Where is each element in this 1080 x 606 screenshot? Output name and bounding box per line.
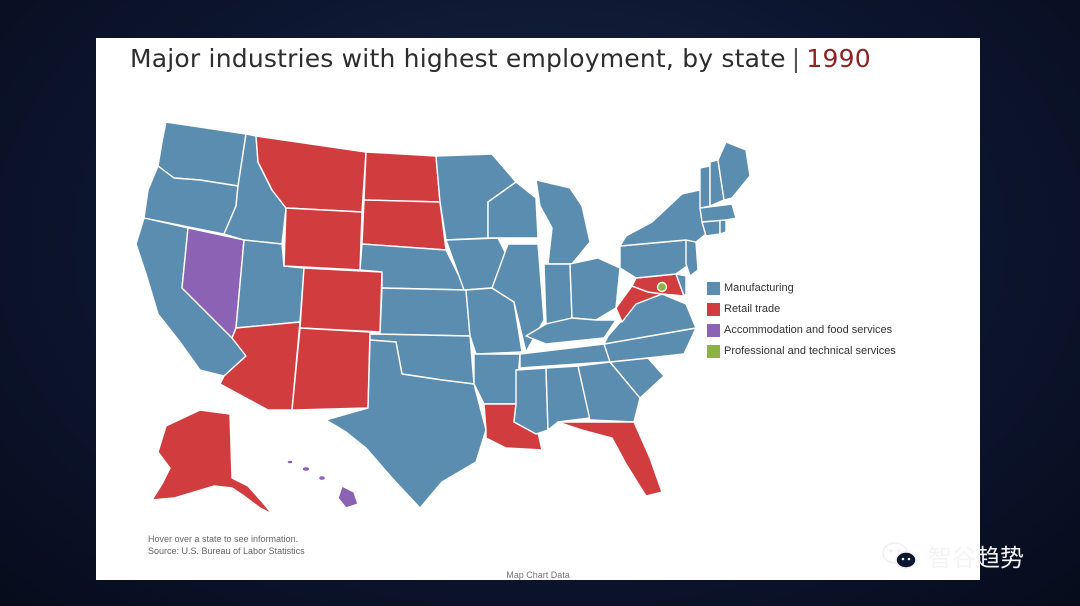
state-me[interactable] bbox=[717, 141, 751, 201]
state-hi-island-1[interactable] bbox=[286, 459, 294, 465]
legend-item-retail[interactable]: Retail trade bbox=[707, 299, 896, 319]
state-dc[interactable] bbox=[656, 281, 668, 293]
state-ny[interactable] bbox=[619, 189, 707, 247]
watermark-text: 智谷趋势 bbox=[928, 544, 1024, 572]
state-nj[interactable] bbox=[685, 239, 699, 277]
state-hi-island-2[interactable] bbox=[301, 465, 311, 473]
state-vt[interactable] bbox=[699, 165, 711, 209]
legend-label: Manufacturing bbox=[724, 282, 794, 294]
state-sd[interactable] bbox=[361, 199, 447, 251]
state-nd[interactable] bbox=[363, 151, 441, 203]
legend-item-accommodation[interactable]: Accommodation and food services bbox=[707, 320, 896, 340]
legend-swatch bbox=[707, 323, 720, 337]
state-ar[interactable] bbox=[473, 353, 521, 405]
legend-item-professional[interactable]: Professional and technical services bbox=[707, 341, 896, 361]
state-wi[interactable] bbox=[487, 181, 539, 239]
state-co[interactable] bbox=[299, 267, 383, 333]
title-separator: | bbox=[791, 44, 801, 73]
state-hi-big-island[interactable] bbox=[337, 485, 359, 509]
source-note: Source: U.S. Bureau of Labor Statistics bbox=[148, 546, 305, 556]
map-footer: Map Chart Data bbox=[506, 570, 570, 580]
map-title: Major industries with highest employment… bbox=[130, 44, 871, 73]
legend-item-manufacturing[interactable]: Manufacturing bbox=[707, 278, 896, 298]
hawaii bbox=[286, 459, 359, 509]
legend-swatch bbox=[707, 344, 720, 358]
state-ma[interactable] bbox=[699, 203, 737, 223]
state-mi[interactable] bbox=[535, 179, 591, 265]
title-year: 1990 bbox=[806, 44, 871, 73]
legend: Manufacturing Retail trade Accommodation… bbox=[707, 278, 896, 362]
state-hi-island-3[interactable] bbox=[317, 474, 327, 482]
state-fl[interactable] bbox=[557, 421, 663, 497]
state-wy[interactable] bbox=[283, 207, 363, 271]
legend-swatch bbox=[707, 302, 720, 316]
state-ri[interactable] bbox=[719, 219, 727, 235]
title-text: Major industries with highest employment… bbox=[130, 44, 786, 73]
state-tx[interactable] bbox=[325, 339, 487, 509]
state-il[interactable] bbox=[491, 243, 545, 353]
state-ks[interactable] bbox=[379, 287, 471, 337]
state-de[interactable] bbox=[675, 273, 687, 297]
map-card: Major industries with highest employment… bbox=[96, 38, 980, 580]
us-map bbox=[135, 121, 751, 515]
hover-hint: Hover over a state to see information. bbox=[148, 534, 299, 544]
state-al[interactable] bbox=[545, 365, 591, 431]
state-oh[interactable] bbox=[569, 257, 621, 321]
state-ga[interactable] bbox=[577, 361, 641, 423]
legend-label: Professional and technical services bbox=[724, 345, 896, 357]
watermark: 智谷趋势 bbox=[880, 538, 1024, 573]
legend-label: Retail trade bbox=[724, 303, 781, 315]
legend-label: Accommodation and food services bbox=[724, 324, 893, 336]
state-ms[interactable] bbox=[513, 367, 549, 435]
state-in[interactable] bbox=[543, 263, 573, 325]
state-nm[interactable] bbox=[291, 327, 371, 411]
wechat-icon bbox=[882, 541, 917, 569]
state-ky[interactable] bbox=[525, 317, 617, 345]
map-note: Hover over a state to see information. S… bbox=[148, 533, 305, 557]
state-ak[interactable] bbox=[151, 409, 273, 515]
legend-swatch bbox=[707, 281, 720, 295]
